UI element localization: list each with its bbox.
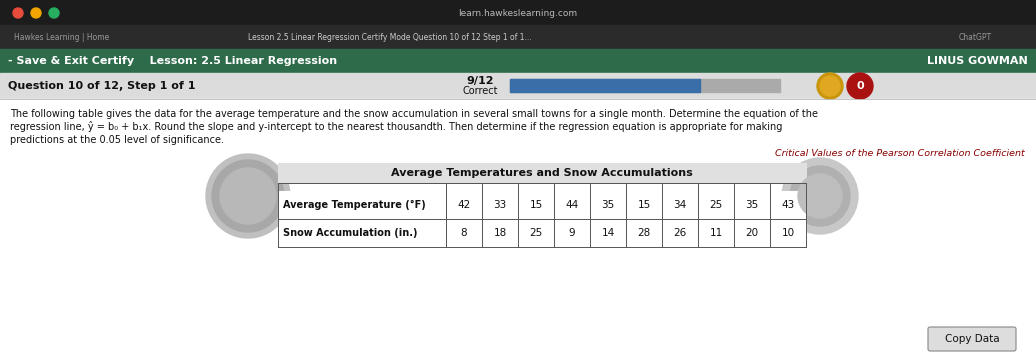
Text: Average Temperatures and Snow Accumulations: Average Temperatures and Snow Accumulati…: [392, 168, 693, 178]
Text: 26: 26: [673, 228, 687, 238]
Text: 35: 35: [745, 200, 758, 210]
Circle shape: [798, 174, 842, 218]
Text: Average Temperature (°F): Average Temperature (°F): [283, 200, 426, 210]
Circle shape: [220, 168, 276, 224]
Text: 44: 44: [566, 200, 579, 210]
Text: predictions at the 0.05 level of significance.: predictions at the 0.05 level of signifi…: [10, 135, 224, 145]
Text: 9/12: 9/12: [466, 76, 494, 86]
Text: Correct: Correct: [462, 86, 497, 96]
Text: 15: 15: [637, 200, 651, 210]
Text: 15: 15: [529, 200, 543, 210]
Circle shape: [31, 8, 41, 18]
Text: - Save & Exit Certify    Lesson: 2.5 Linear Regression: - Save & Exit Certify Lesson: 2.5 Linear…: [8, 56, 337, 66]
Text: 43: 43: [781, 200, 795, 210]
Bar: [278, 219, 806, 247]
Text: 20: 20: [746, 228, 758, 238]
Bar: [0, 25, 1036, 49]
Text: 18: 18: [493, 228, 507, 238]
Text: learn.hawkeslearning.com: learn.hawkeslearning.com: [459, 9, 577, 17]
Text: 0: 0: [856, 81, 864, 91]
Text: Snow Accumulation (in.): Snow Accumulation (in.): [283, 228, 418, 238]
Bar: [510, 79, 700, 92]
Circle shape: [13, 8, 23, 18]
Bar: [0, 99, 1036, 361]
Bar: [510, 79, 780, 92]
Circle shape: [782, 158, 858, 234]
Circle shape: [49, 8, 59, 18]
Text: 25: 25: [529, 228, 543, 238]
Text: 14: 14: [601, 228, 614, 238]
Circle shape: [790, 166, 850, 226]
Bar: [278, 163, 806, 183]
Circle shape: [821, 76, 840, 96]
Text: Critical Values of the Pearson Correlation Coefficient: Critical Values of the Pearson Correlati…: [775, 149, 1025, 158]
Text: 34: 34: [673, 200, 687, 210]
Text: 25: 25: [710, 200, 723, 210]
Bar: [0, 73, 1036, 99]
Text: Lesson 2.5 Linear Regression Certify Mode Question 10 of 12 Step 1 of 1...: Lesson 2.5 Linear Regression Certify Mod…: [249, 32, 531, 42]
Bar: [0, 0, 1036, 25]
Circle shape: [847, 73, 873, 99]
FancyBboxPatch shape: [928, 327, 1016, 351]
Circle shape: [817, 73, 843, 99]
Text: 33: 33: [493, 200, 507, 210]
Text: Question 10 of 12, Step 1 of 1: Question 10 of 12, Step 1 of 1: [8, 81, 196, 91]
Text: 10: 10: [781, 228, 795, 238]
Bar: [0, 49, 1036, 73]
Text: The following table gives the data for the average temperature and the snow accu: The following table gives the data for t…: [10, 109, 818, 119]
Text: 9: 9: [569, 228, 575, 238]
Circle shape: [212, 160, 284, 232]
Text: Hawkes Learning | Home: Hawkes Learning | Home: [15, 32, 110, 42]
Text: 8: 8: [461, 228, 467, 238]
Text: Copy Data: Copy Data: [945, 334, 1000, 344]
Text: ChatGPT: ChatGPT: [958, 32, 991, 42]
Text: regression line, ŷ = b₀ + b₁x. Round the slope and y-intercept to the nearest th: regression line, ŷ = b₀ + b₁x. Round the…: [10, 122, 782, 132]
Text: 28: 28: [637, 228, 651, 238]
Text: 35: 35: [601, 200, 614, 210]
Text: 11: 11: [710, 228, 723, 238]
Text: LINUS GOWMAN: LINUS GOWMAN: [927, 56, 1028, 66]
Bar: [278, 191, 806, 219]
Text: 42: 42: [457, 200, 470, 210]
Circle shape: [206, 154, 290, 238]
